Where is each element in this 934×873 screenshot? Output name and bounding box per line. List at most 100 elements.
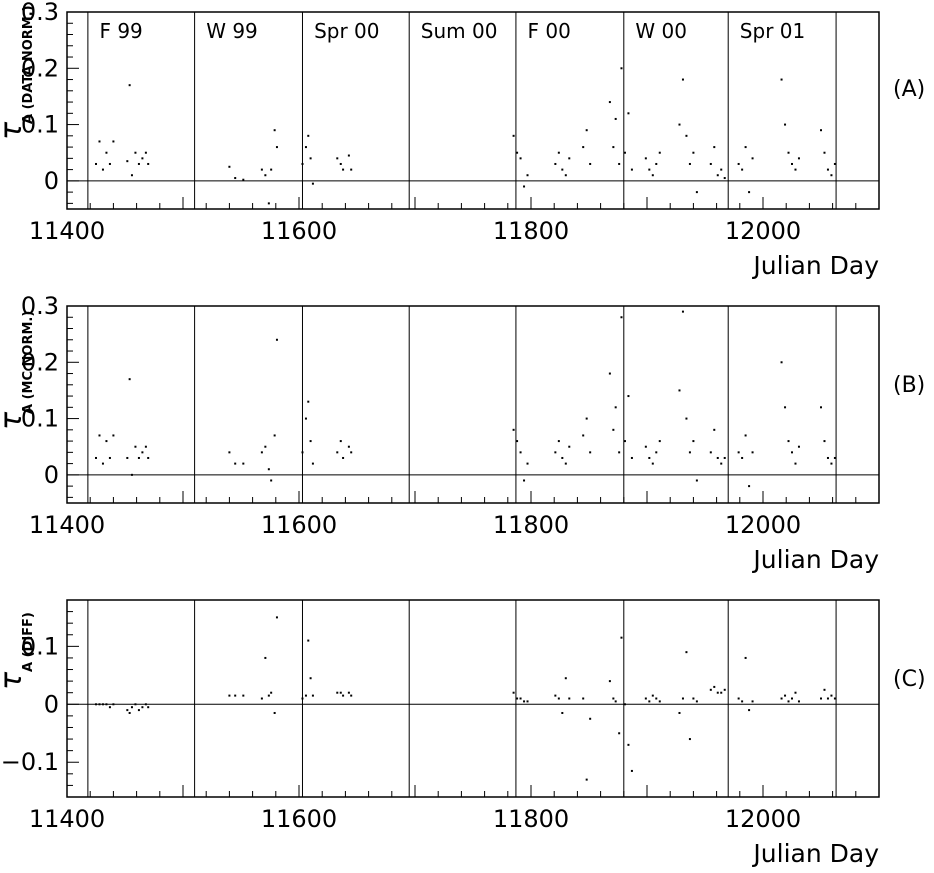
- panel-a-data-point: [780, 78, 783, 81]
- panel-b-y-tick-label: 0.3: [21, 292, 59, 320]
- panel-a-data-point: [791, 162, 793, 165]
- panel-a-x-tick-label: 12000: [725, 217, 801, 245]
- panel-b-x-axis-title: Julian Day: [751, 545, 879, 574]
- panel-b-data-point: [228, 451, 231, 454]
- panel-b-tag: (B): [893, 373, 925, 398]
- panel-b-data-point: [134, 445, 137, 448]
- panel-a-data-point: [275, 146, 278, 149]
- panel-c-y-tick-label: −0.1: [1, 748, 59, 776]
- panel-a-x-axis-title: Julian Day: [751, 251, 879, 280]
- panel-a-data-point: [651, 174, 654, 177]
- panel-b-x-ticks: 11400 11600 11800 12000: [29, 491, 880, 539]
- panel-c-data-point: [794, 691, 797, 694]
- panel-a-data-point: [644, 157, 647, 160]
- panel-b-data-point: [627, 395, 630, 398]
- panel-c-data-point: [144, 703, 147, 706]
- panel-c-data-point: [350, 694, 353, 697]
- panel-b-x-tick-label: 12000: [725, 511, 801, 539]
- panel-a-data-point: [98, 140, 101, 143]
- panel-c-data-point: [130, 706, 133, 709]
- panel-b-data-point: [713, 428, 716, 431]
- panel-b-data-point: [98, 434, 101, 437]
- panel-a-data-point: [568, 157, 571, 160]
- panel-b-data-point: [658, 440, 661, 443]
- panel-b-data-point: [651, 462, 654, 465]
- panel-a-data-point: [242, 178, 245, 181]
- panel-c-data-point: [267, 694, 270, 697]
- panel-a-data-point: [234, 177, 237, 180]
- panel-a-data-point: [105, 151, 108, 154]
- panel-a-data-point: [797, 157, 800, 160]
- panel-a-tag: (A): [893, 77, 925, 102]
- panel-b-data-point: [780, 361, 783, 364]
- panel-b-data-point: [797, 445, 800, 448]
- panel-c-data-point: [797, 700, 800, 703]
- panel-b-data-point: [681, 310, 684, 313]
- panel-c-data-point: [260, 697, 263, 700]
- panel-c-tag: (C): [893, 667, 926, 692]
- panel-a-data-point: [309, 157, 312, 160]
- panel-a-data-point: [720, 168, 723, 171]
- panel-c-y-ticks: −0.1 0 0.1: [1, 599, 79, 798]
- panel-b-data-point: [737, 451, 740, 454]
- panel-b-data-point: [105, 440, 108, 443]
- panel-c-data-point: [270, 691, 273, 694]
- panel-a-y-tick-label: 0.3: [21, 0, 59, 26]
- panel-a-y-subscript: A (DATA NORM.): [21, 5, 36, 124]
- panel-b-data-point: [794, 462, 797, 465]
- panel-a-data-point: [554, 162, 557, 165]
- panel-a-y-symbol: τ: [0, 121, 29, 140]
- panel-a-data-point: [336, 157, 339, 160]
- panel-c-data-point: [751, 700, 754, 703]
- panel-a-data-point: [784, 123, 787, 126]
- panel-b-data-point: [723, 456, 726, 459]
- panel-a-data-point: [228, 165, 231, 168]
- panel-c-data-point: [618, 732, 621, 735]
- panel-a-season-label: Sum 00: [421, 19, 498, 43]
- panel-a-data-point: [787, 151, 790, 154]
- panel-b-x-tick-label: 11600: [261, 511, 337, 539]
- panel-c-data-point: [787, 700, 790, 703]
- panel-a-data-point: [134, 151, 137, 154]
- panel-c-data-point: [589, 717, 592, 720]
- panel-a-data-point: [833, 162, 836, 165]
- panel-c-data-point: [741, 700, 744, 703]
- panel-c-data-point: [108, 706, 111, 709]
- panel-c-data-point: [780, 697, 783, 700]
- panel-c-data-point: [744, 656, 747, 659]
- panel-b-data-point: [648, 456, 651, 459]
- panel-c-data-point: [623, 703, 626, 706]
- panel-b-data-point: [126, 456, 129, 459]
- panel-b-data-point: [833, 456, 836, 459]
- panel-c-data-point: [304, 694, 307, 697]
- panel-b-y-tick-label: 0.1: [21, 405, 59, 433]
- panel-c-data-point: [784, 694, 787, 697]
- panel-b-data-point: [608, 372, 611, 375]
- panel-a-data-point: [794, 168, 797, 171]
- panel-b-data-point: [564, 462, 567, 465]
- panel-c-y-axis-title: τ A (DIFF): [0, 612, 36, 690]
- panel-b-frame: [66, 305, 880, 504]
- panel-c-data-point: [564, 677, 567, 680]
- panel-a-data-point: [147, 162, 150, 165]
- panel-b-data-point: [655, 451, 658, 454]
- panel-c-data-point: [620, 636, 623, 639]
- panel-a-data-points: [95, 67, 836, 205]
- panel-c-data-point: [820, 697, 822, 700]
- panel-b-data-point: [101, 462, 104, 465]
- panel-c-x-tick-label: 11800: [493, 805, 569, 833]
- panel-c-data-point: [833, 697, 836, 700]
- panel-c-data-point: [685, 651, 688, 654]
- panel-a-data-point: [627, 112, 630, 115]
- panel-a-data-point: [342, 168, 345, 171]
- panel-a-data-point: [678, 123, 681, 126]
- panel-c-data-point: [519, 697, 522, 700]
- panel-a-data-point: [144, 151, 147, 154]
- panel-b-data-point: [820, 406, 822, 409]
- panel-c-data-point: [147, 706, 150, 709]
- panel-a-y-tick-label: 0: [44, 167, 59, 195]
- panel-b-data-point: [685, 417, 688, 420]
- panel-a-data-point: [304, 146, 307, 149]
- panel-b-data-point: [95, 456, 97, 459]
- panel-a-data-point: [512, 134, 515, 137]
